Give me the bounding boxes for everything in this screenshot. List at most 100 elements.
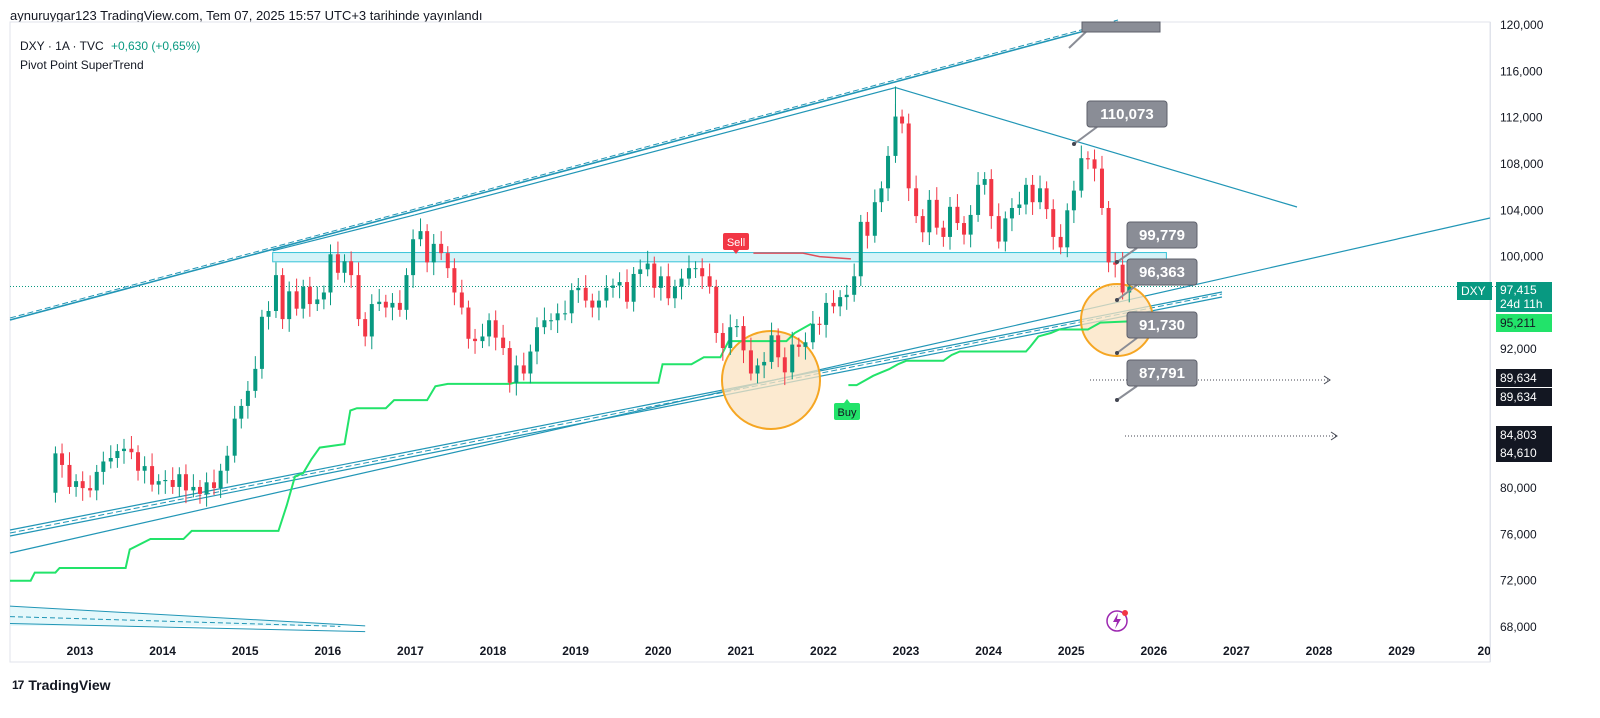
- candle-body: [1079, 158, 1083, 190]
- candle-body: [432, 244, 436, 263]
- candle-body: [315, 299, 319, 304]
- candle-body: [1010, 208, 1014, 218]
- x-tick-label: 2016: [314, 644, 341, 658]
- candle-body: [74, 481, 78, 487]
- candle-body: [797, 345, 801, 347]
- candle-body: [253, 369, 257, 391]
- candle-body: [246, 391, 250, 406]
- candle-body: [363, 319, 367, 336]
- callout-label: 96,363: [1139, 264, 1185, 281]
- candle-body: [1051, 209, 1055, 237]
- candle-body: [1065, 210, 1069, 247]
- candle-body: [563, 313, 567, 314]
- candle-body: [845, 295, 849, 297]
- candle-body: [1031, 185, 1035, 202]
- candle-body: [239, 406, 243, 419]
- candle-body: [225, 456, 229, 471]
- interval-label: 1A: [55, 39, 69, 53]
- candle-body: [1121, 265, 1125, 293]
- y-tick-label: 116,000: [1500, 64, 1543, 78]
- candle-body: [638, 269, 642, 274]
- candle-body: [384, 302, 388, 308]
- legend-sep-2: ·: [73, 39, 77, 53]
- candle-body: [824, 303, 828, 325]
- candle-body: [790, 345, 794, 373]
- candle-body: [260, 317, 264, 369]
- candle-body: [274, 275, 278, 311]
- symbol-legend[interactable]: DXY · 1A · TVC +0,630 (+0,65%): [20, 39, 200, 53]
- candle-body: [983, 179, 987, 185]
- x-tick-label: 2013: [67, 644, 94, 658]
- candle-body: [425, 231, 429, 262]
- candle-body: [989, 179, 993, 216]
- candle-body: [625, 282, 629, 302]
- candle-body: [941, 228, 945, 237]
- highlight-circles: [722, 284, 1153, 429]
- tradingview-logo[interactable]: 17 TradingView: [12, 677, 111, 693]
- candle-body: [714, 287, 718, 333]
- indicator-legend[interactable]: Pivot Point SuperTrend: [20, 58, 144, 72]
- x-tick-label: 2023: [893, 644, 920, 658]
- candle-body: [1003, 218, 1007, 241]
- candle-body: [549, 320, 553, 321]
- candle-body: [976, 185, 980, 215]
- candle-body: [900, 117, 904, 124]
- y-tick-label: 68,000: [1500, 620, 1537, 634]
- candle-body: [852, 276, 856, 295]
- x-tick-label: 2021: [727, 644, 754, 658]
- candle-body: [150, 466, 154, 485]
- candle-body: [157, 481, 161, 484]
- x-tick-label: 2027: [1223, 644, 1250, 658]
- candle-body: [1072, 191, 1076, 211]
- candle-body: [776, 335, 780, 357]
- candle-body: [101, 461, 105, 471]
- candle-body: [122, 449, 126, 451]
- candle-body: [576, 288, 580, 290]
- candle-body: [508, 348, 512, 383]
- y-tick-label: 76,000: [1500, 527, 1537, 541]
- candle-body: [343, 261, 347, 273]
- callout-label: 91,730: [1139, 317, 1185, 334]
- supertrend-price-tag: 95,211: [1496, 314, 1552, 332]
- candle-body: [886, 156, 890, 188]
- candle-body: [1093, 159, 1097, 168]
- callout-top-box: [1082, 22, 1160, 32]
- candle-body: [501, 338, 505, 348]
- x-tick-label: 2026: [1140, 644, 1167, 658]
- candle-body: [267, 311, 271, 317]
- callout-pointer: [1074, 127, 1097, 144]
- candle-body: [570, 290, 574, 313]
- price-axis-separator: [1490, 22, 1491, 662]
- candle-body: [762, 362, 766, 365]
- candle-body: [604, 288, 608, 301]
- callout-anchor: [1072, 142, 1076, 146]
- candle-body: [109, 458, 113, 461]
- candle-body: [439, 244, 443, 253]
- alert-icon-dot: [1122, 610, 1128, 616]
- candle-body: [1107, 208, 1111, 262]
- candle-body: [735, 326, 739, 327]
- candle-body: [191, 487, 195, 490]
- x-tick-label: 2018: [480, 644, 507, 658]
- candle-body: [873, 202, 877, 236]
- candle-body: [115, 451, 119, 458]
- candle-body: [301, 287, 305, 309]
- upper-channel-line: [10, 22, 1118, 320]
- alert-icon: [1107, 610, 1128, 631]
- candle-body: [948, 207, 952, 237]
- candle-body: [328, 254, 332, 292]
- candle-body: [694, 268, 698, 269]
- signal-pointer: [844, 399, 850, 403]
- candle-body: [935, 200, 939, 228]
- tradingview-brand: TradingView: [28, 677, 110, 693]
- x-tick-label: 2025: [1058, 644, 1085, 658]
- candle-body: [618, 282, 622, 285]
- callout-1: 110,073: [1072, 101, 1167, 146]
- candle-body: [136, 452, 140, 471]
- candle-body: [597, 301, 601, 308]
- candle-body: [611, 286, 615, 288]
- candle-body: [184, 474, 188, 490]
- candle-body: [466, 308, 470, 339]
- candle-body: [308, 287, 312, 304]
